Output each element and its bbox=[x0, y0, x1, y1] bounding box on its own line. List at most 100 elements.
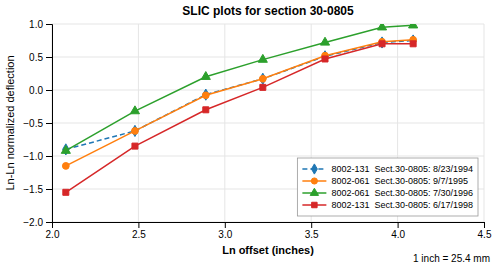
x-axis: 2.0 2.5 3.0 3.5 4.0 4.5 bbox=[46, 222, 492, 240]
legend: 8002-131 Sect.30-0805: 8/23/1994 8002-061… bbox=[297, 158, 478, 216]
tick-label: 3.0 bbox=[218, 229, 232, 240]
point bbox=[130, 106, 139, 114]
y-axis: −2.0 −1.5 −1.0 −0.5 0.0 0.5 1.0 bbox=[23, 19, 52, 228]
tick-mark bbox=[46, 156, 52, 157]
point bbox=[202, 92, 209, 99]
point bbox=[259, 75, 266, 82]
tick: 3.0 bbox=[218, 222, 232, 240]
grid-line bbox=[52, 57, 484, 58]
point bbox=[410, 41, 416, 47]
grid bbox=[52, 24, 484, 222]
tick-mark bbox=[138, 222, 139, 228]
tick: 4.0 bbox=[391, 222, 405, 240]
tick-label: 4.5 bbox=[478, 229, 492, 240]
point bbox=[132, 128, 139, 135]
tick: 1.0 bbox=[29, 19, 52, 30]
tick-label: 3.5 bbox=[305, 229, 319, 240]
tick-label: −1.5 bbox=[23, 184, 43, 195]
tick-label: 4.0 bbox=[391, 229, 405, 240]
series bbox=[63, 35, 417, 155]
line bbox=[66, 40, 413, 166]
point bbox=[63, 189, 69, 195]
legend-symbol bbox=[310, 188, 318, 195]
legend-item: 8002-131 Sect.30-0805: 8/23/1994 bbox=[302, 164, 473, 174]
tick-mark bbox=[46, 222, 52, 223]
tick: −0.5 bbox=[23, 118, 52, 129]
point bbox=[132, 125, 138, 136]
legend-symbol bbox=[312, 202, 317, 207]
grid-line bbox=[52, 90, 484, 91]
plot-area: 2.0 2.5 3.0 3.5 4.0 4.5 −2.0 −1.5 −1.0 −0.5 0.0 0.5… bbox=[23, 19, 492, 240]
tick-mark bbox=[46, 24, 52, 25]
point bbox=[379, 37, 385, 48]
series bbox=[61, 24, 417, 153]
point bbox=[260, 73, 266, 84]
tick-label: −2.0 bbox=[23, 217, 43, 228]
grid-line bbox=[52, 156, 484, 157]
grid-line bbox=[138, 24, 139, 222]
tick: 0.0 bbox=[29, 85, 52, 96]
axis-line bbox=[53, 223, 485, 229]
point bbox=[322, 51, 328, 62]
chart: 2.0 2.5 3.0 3.5 4.0 4.5 −2.0 −1.5 −1.0 −0.5 0.0 0.5… bbox=[0, 0, 496, 266]
point bbox=[203, 89, 209, 100]
tick-label: 1.0 bbox=[29, 19, 43, 30]
legend-label: 8002-061 Sect.30-0805: 9/7/1995 bbox=[331, 176, 468, 186]
point bbox=[379, 41, 385, 47]
tick-label: −1.0 bbox=[23, 151, 43, 162]
point bbox=[201, 72, 210, 80]
tick-mark bbox=[46, 123, 52, 124]
axis-line bbox=[46, 25, 53, 223]
tick: −2.0 bbox=[23, 217, 52, 228]
point bbox=[258, 54, 267, 62]
tick-mark bbox=[46, 90, 52, 91]
tick: 2.0 bbox=[46, 222, 60, 240]
tick-label: −0.5 bbox=[23, 118, 43, 129]
tick-label: 0.0 bbox=[29, 85, 43, 96]
point bbox=[260, 84, 266, 90]
tick-mark bbox=[46, 189, 52, 190]
legend-symbol bbox=[311, 178, 317, 184]
tick: 3.5 bbox=[305, 222, 319, 240]
y-axis-title: Ln-Ln normalized deflection bbox=[4, 55, 16, 190]
tick: 0.5 bbox=[29, 52, 52, 63]
legend-item: 8002-061 Sect.30-0805: 7/30/1996 bbox=[302, 188, 473, 198]
point bbox=[203, 107, 209, 113]
tick: −1.0 bbox=[23, 151, 52, 162]
tick-mark bbox=[311, 222, 312, 228]
tick-mark bbox=[484, 222, 485, 228]
legend-label: 8002-061 Sect.30-0805: 7/30/1996 bbox=[331, 188, 473, 198]
tick-mark bbox=[225, 222, 226, 228]
tick-label: 2.0 bbox=[46, 229, 60, 240]
legend-item: 8002-061 Sect.30-0805: 9/7/1995 bbox=[302, 176, 468, 186]
point bbox=[377, 24, 386, 30]
point bbox=[61, 145, 70, 153]
legend-box bbox=[297, 158, 478, 216]
legend-item: 8002-131 Sect.30-0805: 6/17/1998 bbox=[302, 200, 473, 210]
line bbox=[66, 41, 413, 150]
point bbox=[132, 143, 138, 149]
tick-label: 2.5 bbox=[132, 229, 146, 240]
series bbox=[62, 36, 416, 169]
x-axis-title: Ln offset (inches) bbox=[222, 244, 314, 256]
legend-label: 8002-131 Sect.30-0805: 8/23/1994 bbox=[331, 164, 473, 174]
point bbox=[62, 163, 69, 170]
tick: 4.5 bbox=[478, 222, 492, 240]
point bbox=[410, 35, 416, 46]
point bbox=[320, 37, 329, 45]
tick-label: 0.5 bbox=[29, 52, 43, 63]
grid-line bbox=[484, 24, 485, 222]
tick: −1.5 bbox=[23, 184, 52, 195]
point bbox=[322, 56, 328, 62]
tick: 2.5 bbox=[132, 222, 146, 240]
point bbox=[409, 24, 418, 28]
line bbox=[66, 25, 413, 150]
tick-mark bbox=[398, 222, 399, 228]
footnote: 1 inch = 25.4 mm bbox=[413, 253, 490, 264]
grid-line bbox=[52, 24, 484, 25]
tick-mark bbox=[46, 57, 52, 58]
grid-line bbox=[224, 24, 225, 222]
grid-line bbox=[52, 123, 484, 124]
title: SLIC plots for section 30-0805 bbox=[182, 4, 354, 18]
legend-label: 8002-131 Sect.30-0805: 6/17/1998 bbox=[331, 200, 473, 210]
